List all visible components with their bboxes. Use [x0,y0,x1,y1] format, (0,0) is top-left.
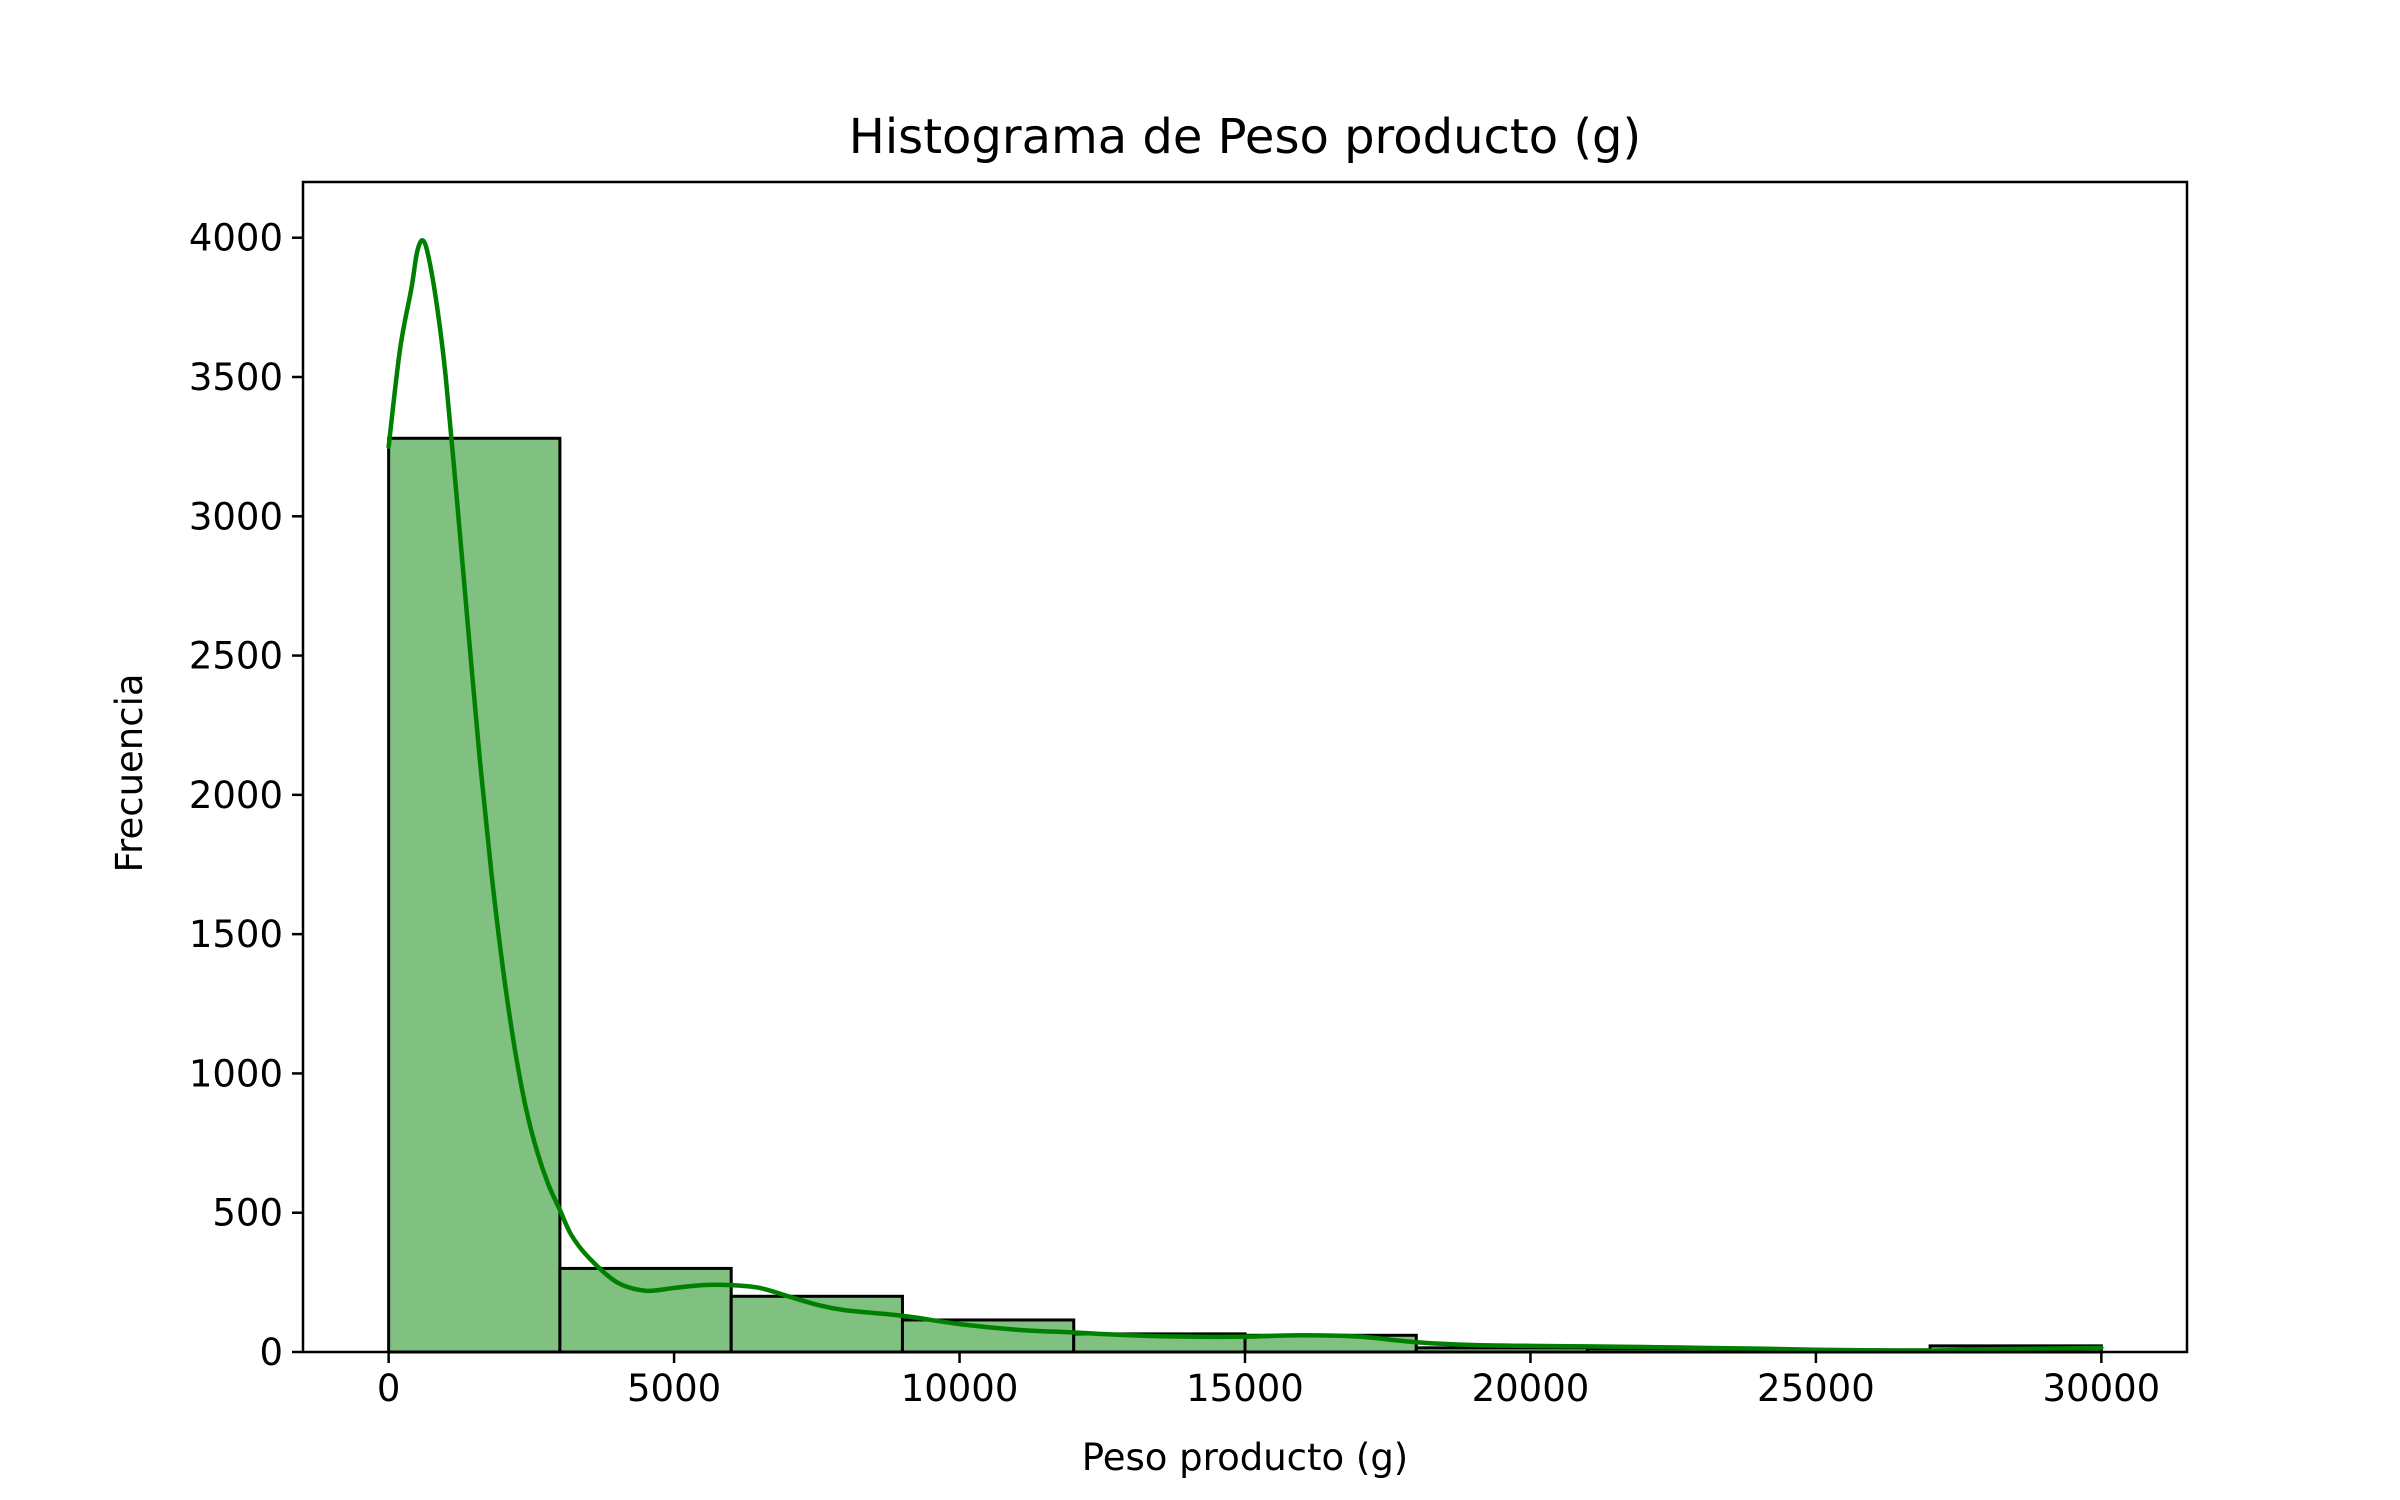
y-tick-label: 3500 [189,356,283,399]
y-tick-label: 4000 [189,217,283,260]
x-tick-label: 5000 [627,1367,721,1410]
x-tick-label: 0 [377,1367,401,1410]
y-axis-ticks: 0 500 1000 1500 2000 2500 3000 3500 4000 [189,217,303,1374]
y-tick-label: 1000 [189,1052,283,1095]
histogram-bar [900,1318,1076,1354]
x-tick-label: 30000 [2043,1367,2161,1410]
x-tick-label: 25000 [1757,1367,1875,1410]
chart-title: Histograma de Peso producto (g) [849,109,1642,165]
y-tick-label: 500 [212,1192,283,1235]
y-tick-label: 3000 [189,495,283,538]
y-tick-label: 2000 [189,774,283,817]
histogram-bar [387,436,562,1354]
x-axis-label: Peso producto (g) [1082,1436,1409,1479]
x-tick-label: 10000 [901,1367,1019,1410]
x-tick-label: 20000 [1472,1367,1590,1410]
y-axis-label: Frecuencia [108,673,151,872]
kde-curve [386,238,2104,1353]
y-tick-label: 0 [259,1331,283,1374]
y-tick-label: 1500 [189,913,283,956]
bars-group [387,436,2103,1354]
plot-frame [301,180,2189,1354]
x-axis-ticks: 0 5000 10000 15000 20000 25000 30000 [377,1352,2160,1410]
y-tick-label: 2500 [189,635,283,678]
x-tick-label: 15000 [1186,1367,1304,1410]
histogram-bar [558,1266,733,1354]
